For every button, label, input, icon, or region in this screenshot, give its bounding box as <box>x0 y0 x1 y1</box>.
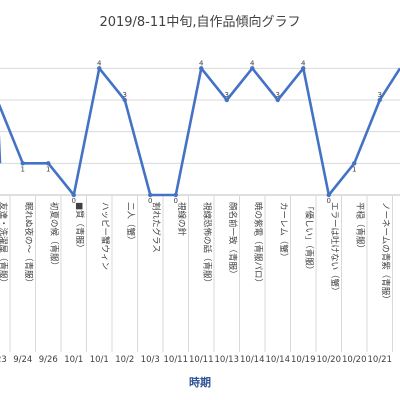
data-label: 0 <box>327 197 331 205</box>
data-point <box>46 161 51 166</box>
data-point <box>97 66 102 71</box>
category-label: 「優しい」（青服） <box>303 202 314 274</box>
data-point <box>173 192 178 198</box>
data-label: 4 <box>199 59 204 67</box>
date-label: 10/20 <box>342 355 367 365</box>
data-label: 3 <box>225 91 229 99</box>
category-label: 視線恐怖の話（青服） <box>201 202 212 287</box>
date-label: 9/24 <box>13 355 32 365</box>
category-label: ■質（青服） <box>74 202 85 253</box>
category-labels: 友達・洗濯屋（青服） 眠れぬ夜の〜（青服） 初夏の候（青服） ■質（青服） ハッピー蟹ウ… <box>0 202 391 304</box>
date-label: 10/3 <box>141 355 160 365</box>
date-label: 10/21 <box>368 355 393 365</box>
x-axis-title: 時期 <box>189 375 211 389</box>
category-label: 平穏（青服） <box>354 202 365 253</box>
date-label: 10/19 <box>291 355 316 365</box>
data-point <box>122 97 127 103</box>
data-point <box>20 161 25 166</box>
date-label: 10/20 <box>317 355 342 365</box>
date-label: 9/23 <box>0 355 7 365</box>
data-label: 0 <box>72 197 76 205</box>
data-labels: 3110430043434013 <box>21 59 382 205</box>
category-label: 割れたグラス <box>150 202 161 253</box>
data-point <box>224 97 229 103</box>
date-label: 10/11 <box>189 355 214 365</box>
category-label: 視線の針 <box>176 202 187 237</box>
data-label: 3 <box>276 91 280 99</box>
data-label: 3 <box>123 91 127 99</box>
category-label: ノーネームの青紫（青服） <box>380 202 391 304</box>
category-label: カーレム（蟹） <box>278 202 289 261</box>
category-label: ハッピー蟹ウィン <box>99 202 110 270</box>
date-label: 10/14 <box>266 355 291 365</box>
series-line <box>0 67 400 197</box>
category-label: 友達・洗濯屋（青服） <box>0 202 8 287</box>
data-point <box>148 192 153 198</box>
gridlines <box>0 67 400 196</box>
data-point <box>250 66 255 71</box>
data-label: 1 <box>352 165 356 173</box>
data-label: 1 <box>21 165 25 173</box>
data-label: 0 <box>174 197 178 205</box>
data-point <box>301 66 306 71</box>
data-label: 4 <box>301 59 306 67</box>
data-point <box>377 97 382 103</box>
data-label: 4 <box>250 59 255 67</box>
data-point <box>71 192 76 198</box>
date-label: 9/26 <box>39 355 58 365</box>
date-label: 10/13 <box>215 355 240 365</box>
data-points <box>20 66 382 198</box>
date-label: 10/14 <box>240 355 265 365</box>
date-labels: 9/239/249/2610/110/110/210/310/1110/1110… <box>0 355 392 365</box>
date-label: 10/1 <box>90 355 109 365</box>
data-point <box>199 66 204 71</box>
x-tick-marks <box>9 195 393 352</box>
data-point <box>326 192 331 198</box>
data-label: 4 <box>97 59 102 67</box>
data-label: 1 <box>46 165 50 173</box>
category-label: 顔名前一致（青服） <box>227 202 238 279</box>
chart-title: 2019/8-11中旬,自作品傾向グラフ <box>99 14 300 30</box>
category-label: 二人（蟹） <box>125 202 136 245</box>
date-label: 10/2 <box>115 355 134 365</box>
category-label: 眠れぬ夜の〜（青服） <box>23 202 34 287</box>
category-label: 初夏の候（青服） <box>48 202 59 270</box>
category-label: 暁の紫電（青服パロ） <box>252 202 263 287</box>
date-label: 10/1 <box>64 355 83 365</box>
data-point <box>275 97 280 103</box>
data-label: 0 <box>148 197 152 205</box>
data-point <box>352 161 357 166</box>
date-label: 10/11 <box>164 355 189 365</box>
category-label: エラーは吐けない（蟹） <box>329 202 340 296</box>
data-label: 3 <box>378 91 382 99</box>
